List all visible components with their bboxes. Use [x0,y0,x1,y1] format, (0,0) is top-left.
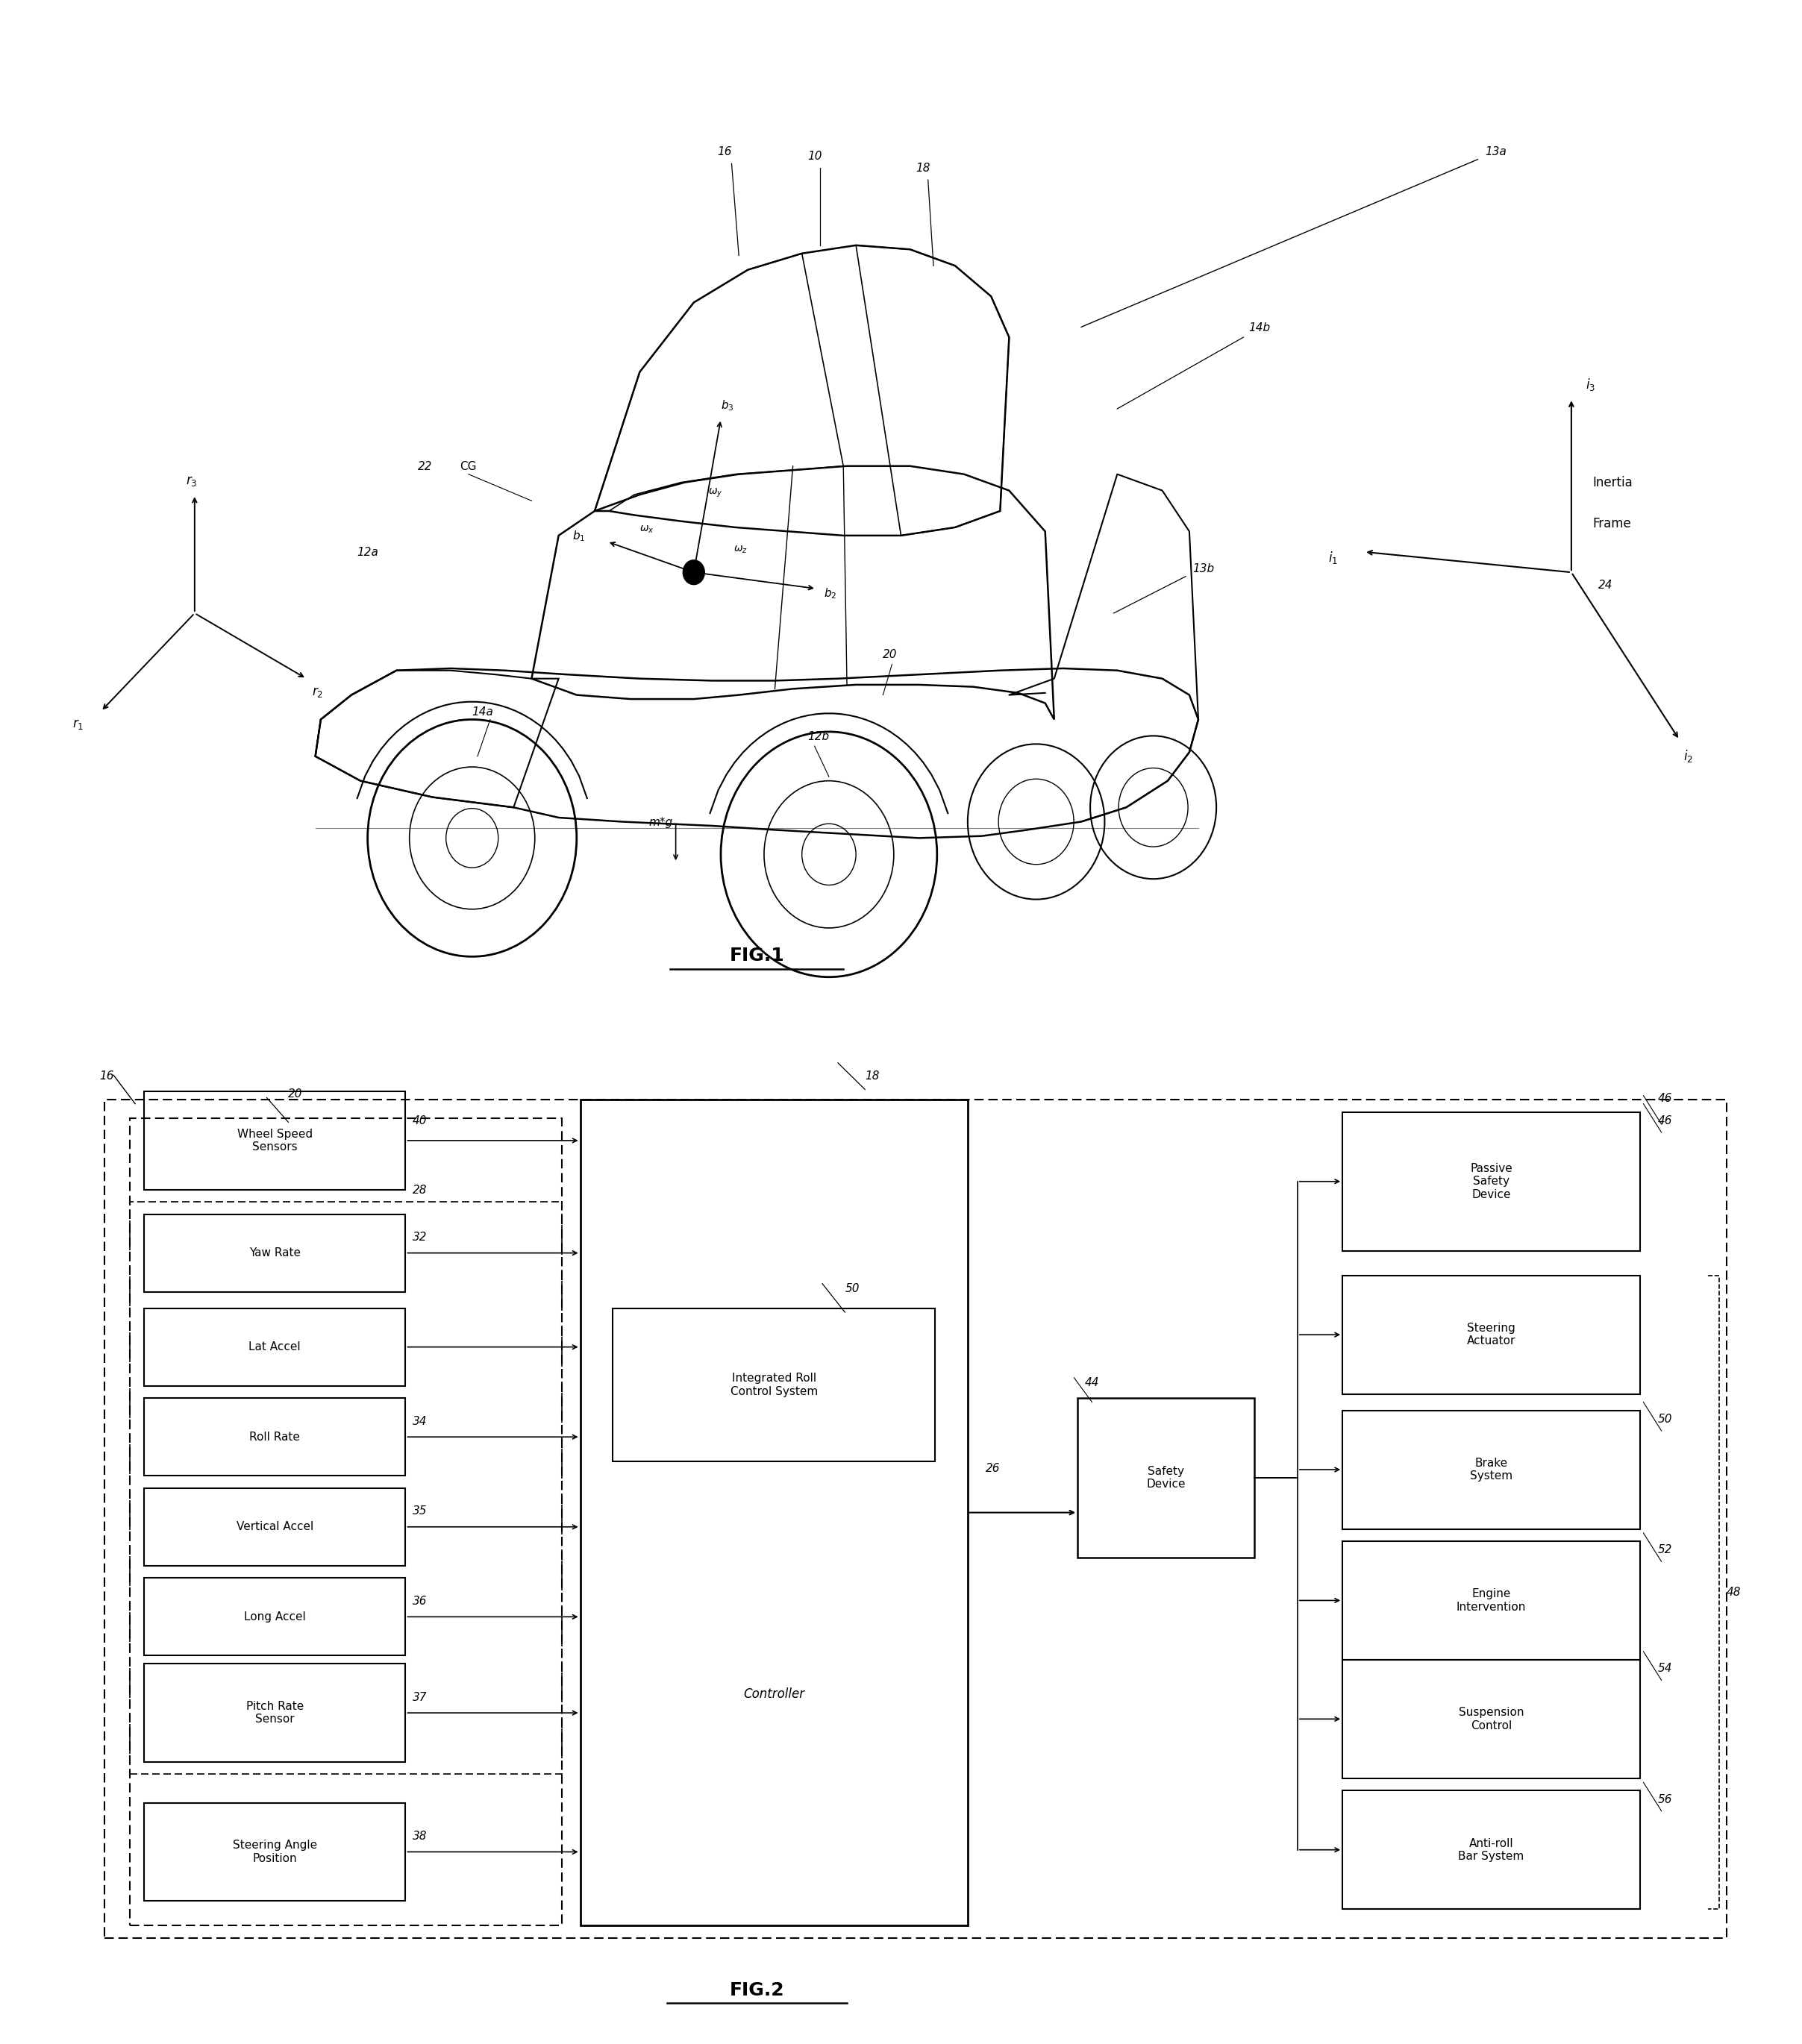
Text: 46: 46 [1658,1094,1672,1104]
Text: $i_3$: $i_3$ [1586,376,1595,392]
Text: Long Accel: Long Accel [243,1611,306,1623]
Text: Lat Accel: Lat Accel [249,1341,301,1353]
Text: Controller: Controller [742,1688,805,1701]
Text: 16: 16 [99,1071,114,1081]
Text: FIG.2: FIG.2 [730,1981,784,1999]
Bar [1342,1791,1640,1909]
Text: $b_2$: $b_2$ [824,587,836,601]
Text: Engine
Intervention: Engine Intervention [1456,1588,1526,1613]
Text: Frame: Frame [1593,517,1631,529]
Text: CG: CG [460,462,476,472]
Bar [1342,1410,1640,1529]
Text: m*g: m*g [649,818,672,828]
Text: 12b: 12b [807,732,829,742]
Bar [144,1214,405,1292]
Text: 16: 16 [717,147,732,157]
Text: $\omega_x$: $\omega_x$ [640,523,654,536]
Bar [144,1803,405,1901]
Bar [144,1578,405,1656]
Text: 38: 38 [413,1831,427,1842]
Bar [130,1202,562,1774]
Text: 12a: 12a [357,548,378,558]
Bar [144,1398,405,1476]
Text: $r_1$: $r_1$ [72,717,83,732]
Bar [144,1091,405,1190]
Text: Steering
Actuator: Steering Actuator [1467,1322,1515,1347]
Text: 37: 37 [413,1692,427,1703]
Bar [580,1100,968,1925]
Text: 20: 20 [288,1089,303,1100]
Text: Steering Angle
Position: Steering Angle Position [232,1840,317,1864]
Text: 50: 50 [845,1284,860,1294]
Text: 48: 48 [1726,1586,1741,1598]
Bar [1342,1660,1640,1778]
Text: 20: 20 [883,650,897,660]
Text: $r_3$: $r_3$ [186,474,196,489]
Bar [105,1100,1726,1938]
Text: Suspension
Control: Suspension Control [1458,1707,1524,1731]
Text: 35: 35 [413,1506,427,1517]
Bar [1078,1398,1254,1558]
Text: Yaw Rate: Yaw Rate [249,1247,301,1259]
Text: Inertia: Inertia [1593,476,1633,489]
Bar [130,1118,562,1925]
Text: Safety
Device: Safety Device [1146,1466,1186,1490]
Text: Wheel Speed
Sensors: Wheel Speed Sensors [238,1128,312,1153]
Text: 28: 28 [413,1186,427,1196]
Bar [1342,1541,1640,1660]
Text: 56: 56 [1658,1795,1672,1805]
Text: 18: 18 [865,1071,879,1081]
Text: FIG.1: FIG.1 [730,946,784,965]
Text: Anti-roll
Bar System: Anti-roll Bar System [1458,1838,1524,1862]
Bar [613,1308,935,1461]
Text: Vertical Accel: Vertical Accel [236,1521,314,1533]
Text: 46: 46 [1658,1116,1672,1126]
Bar [144,1664,405,1762]
Text: $\omega_y$: $\omega_y$ [708,486,723,499]
Bar [1342,1275,1640,1394]
Text: 34: 34 [413,1416,427,1427]
Text: 13b: 13b [1193,564,1215,574]
Text: 50: 50 [1658,1414,1672,1425]
Text: 52: 52 [1658,1545,1672,1555]
Text: 26: 26 [986,1464,1000,1474]
Bar [144,1308,405,1386]
Text: 54: 54 [1658,1664,1672,1674]
Bar [144,1488,405,1566]
Text: $\omega_z$: $\omega_z$ [733,544,748,556]
Text: 14a: 14a [472,707,494,717]
Text: 36: 36 [413,1596,427,1607]
Text: 24: 24 [1598,580,1613,591]
Text: $r_2$: $r_2$ [312,685,323,699]
Text: Passive
Safety
Device: Passive Safety Device [1470,1163,1512,1200]
Text: Integrated Roll
Control System: Integrated Roll Control System [730,1374,818,1396]
Text: 18: 18 [915,164,930,174]
Text: $b_1$: $b_1$ [573,529,586,544]
Text: Brake
System: Brake System [1470,1457,1512,1482]
Text: 14b: 14b [1249,323,1270,333]
Text: 44: 44 [1085,1378,1099,1388]
Text: 22: 22 [418,462,432,472]
Circle shape [683,560,705,585]
Text: Roll Rate: Roll Rate [249,1431,301,1443]
Text: 32: 32 [413,1233,427,1243]
Text: Pitch Rate
Sensor: Pitch Rate Sensor [247,1701,303,1725]
Bar [1342,1112,1640,1251]
Text: 10: 10 [807,151,822,161]
Text: $i_2$: $i_2$ [1683,748,1692,764]
Text: 40: 40 [413,1116,427,1126]
Text: 13a: 13a [1485,147,1506,157]
Text: $i_1$: $i_1$ [1328,550,1337,566]
Text: $b_3$: $b_3$ [721,399,733,413]
